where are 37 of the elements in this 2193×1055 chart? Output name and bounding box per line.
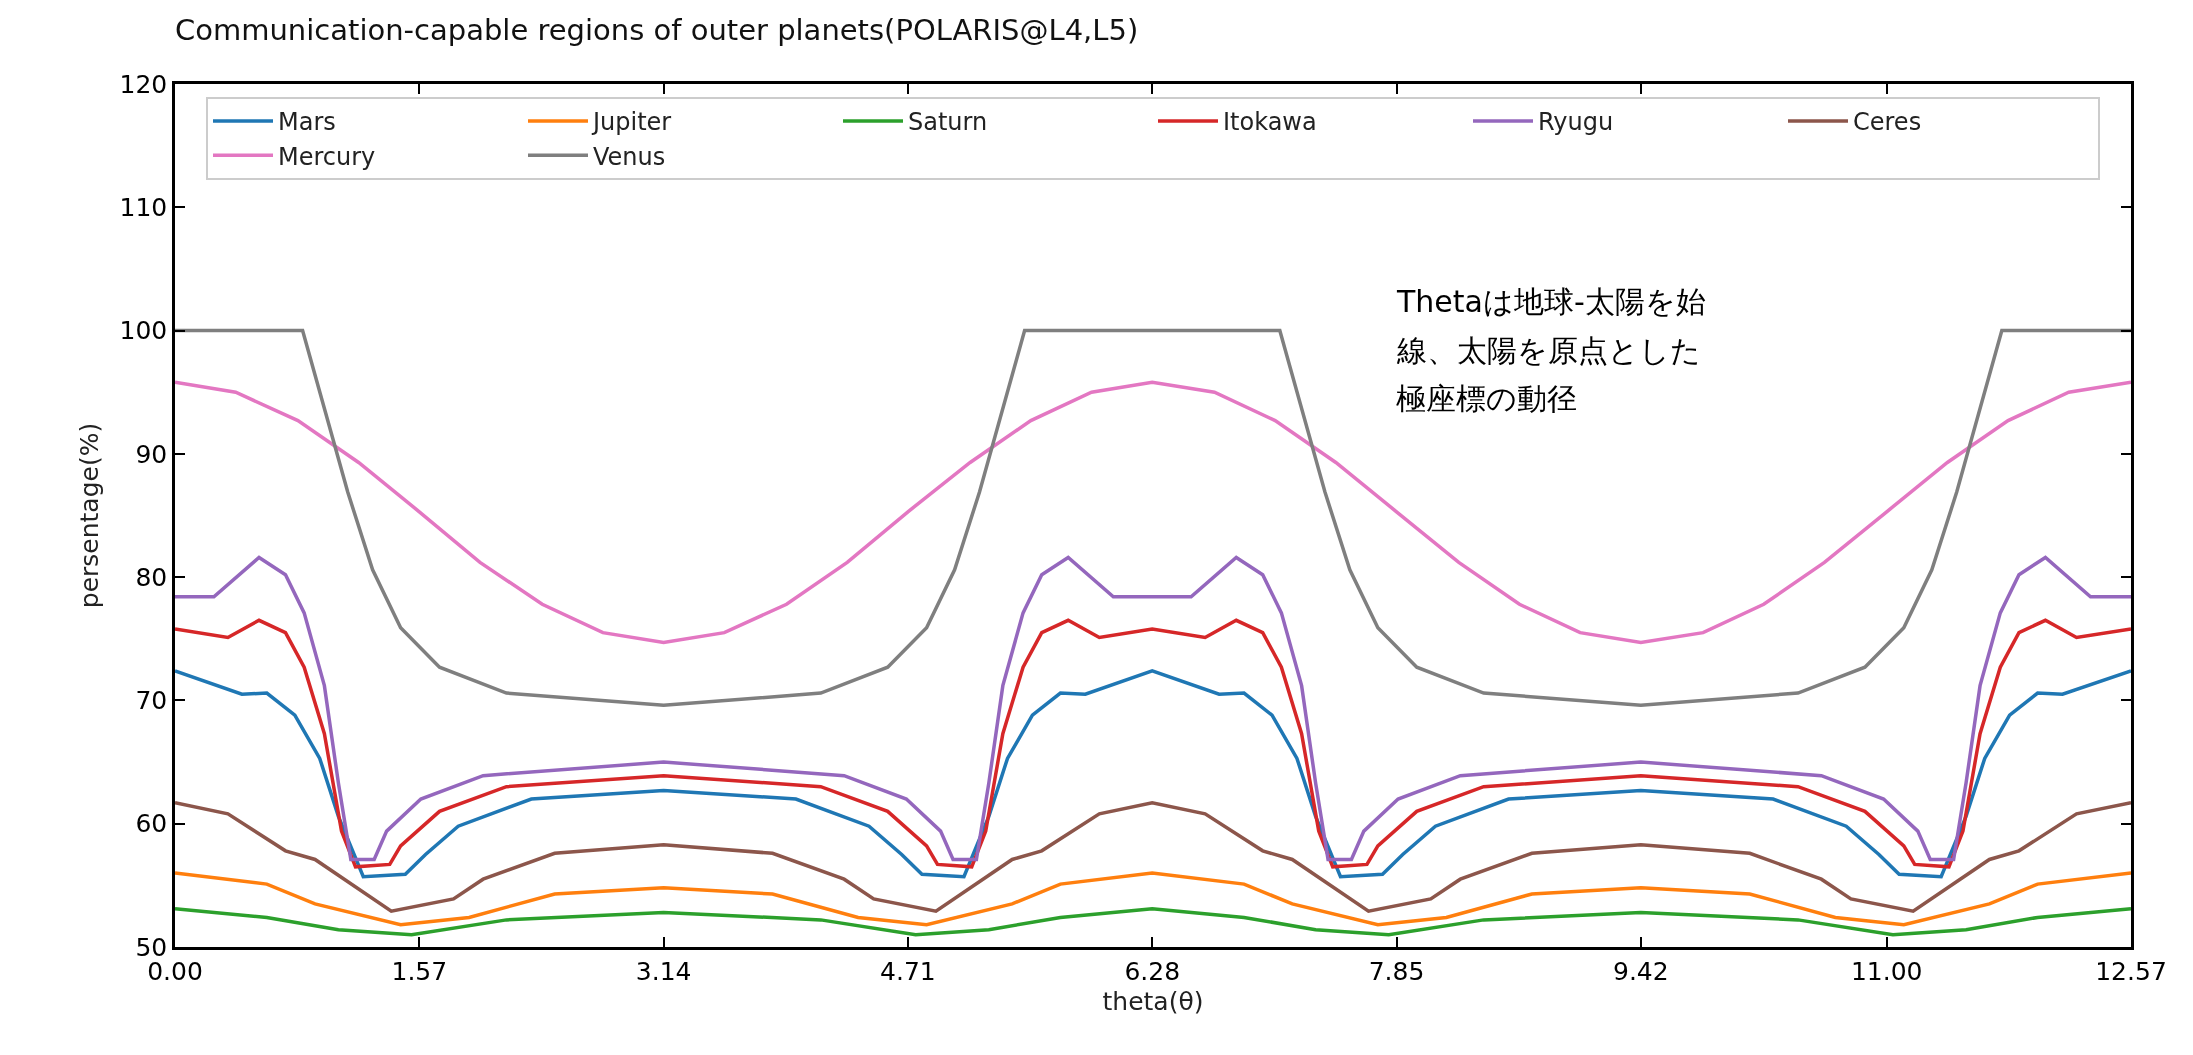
legend-label: Mercury	[278, 142, 376, 171]
legend-label: Jupiter	[591, 108, 672, 137]
annotation: 極座標の動径	[1396, 381, 1577, 416]
x-tick-label: 7.85	[1368, 956, 1425, 986]
x-tick-label: 12.57	[2095, 956, 2167, 986]
x-tick-label: 1.57	[391, 956, 448, 986]
line-series	[175, 907, 2131, 937]
legend-label: Saturn	[908, 108, 988, 137]
chart-title: Communication-capable regions of outer planets(POLARIS@L4,L5)	[175, 13, 1139, 48]
line-series	[175, 618, 2131, 869]
legend-label: Itokawa	[1223, 108, 1317, 137]
y-axis-title: persentage(%)	[75, 422, 105, 609]
line-series	[175, 555, 2131, 862]
legend-label: Ryugu	[1538, 108, 1614, 137]
y-tick-label: 70	[135, 686, 168, 716]
y-tick-label: 110	[119, 193, 168, 223]
y-tick-label: 100	[119, 316, 168, 346]
x-tick-label: 11.00	[1850, 956, 1923, 986]
annotation: Thetaは地球-太陽を始	[1396, 284, 1706, 319]
line-series	[175, 380, 2131, 645]
line-series	[175, 669, 2131, 879]
y-tick-label: 90	[135, 439, 168, 469]
legend-label: Mars	[278, 108, 336, 137]
y-tick-label: 120	[119, 69, 168, 99]
x-tick-label: 3.14	[635, 956, 692, 986]
x-tick-label: 9.42	[1612, 956, 1669, 986]
legend-label: Ceres	[1853, 108, 1922, 137]
annotation: 線、太陽を原点とした	[1396, 333, 1701, 368]
y-tick-label: 80	[135, 562, 168, 592]
line-series	[175, 328, 2131, 708]
legend-label: Venus	[593, 142, 666, 171]
x-tick-label: 4.71	[880, 956, 936, 986]
x-axis-title: theta(θ)	[1102, 986, 1204, 1016]
line-series	[175, 871, 2131, 927]
x-tick-label: 6.28	[1124, 956, 1181, 986]
y-tick-label: 60	[135, 809, 168, 839]
line-series	[175, 801, 2131, 913]
